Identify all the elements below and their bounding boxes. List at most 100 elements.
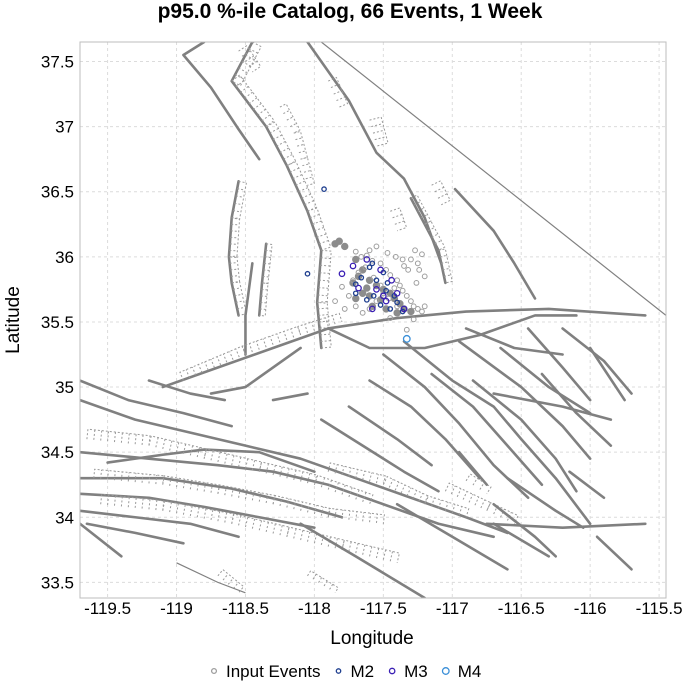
fault-trace xyxy=(176,562,246,594)
fault-surface-rung xyxy=(369,472,373,482)
fault-surface-rung xyxy=(245,54,255,61)
fault-surface-rung xyxy=(295,180,306,186)
fault-surface-rung xyxy=(230,236,239,239)
fault-surface-rung xyxy=(279,466,283,477)
fault-trace xyxy=(453,187,537,300)
fault-surface-rung xyxy=(191,366,197,376)
fault-trace xyxy=(320,42,666,316)
event-marker xyxy=(373,298,380,305)
fault-surface xyxy=(228,217,241,258)
event-marker xyxy=(414,306,421,312)
fault-surface-rung xyxy=(261,288,268,291)
event-marker xyxy=(355,284,362,292)
fault-surface-rung xyxy=(260,295,267,297)
x-tick-label: -117 xyxy=(436,599,469,618)
fault-surface-rung xyxy=(279,525,283,536)
fault-trace xyxy=(485,522,647,529)
fault-surface-rung xyxy=(264,256,271,258)
fault-surface-rung xyxy=(462,491,468,500)
fault-surface-rung xyxy=(431,497,435,507)
event-marker xyxy=(412,247,418,254)
legend-marker xyxy=(441,667,450,675)
legend-marker xyxy=(210,667,218,675)
fault-trace xyxy=(568,470,606,500)
fault-surface-rung xyxy=(248,60,258,68)
fault-trace xyxy=(80,379,233,428)
event-marker xyxy=(321,186,327,192)
fault-surface-rung xyxy=(331,315,336,325)
event-cluster-dot xyxy=(363,284,371,292)
chart-title: p95.0 %-ile Catalog, 66 Events, 1 Week xyxy=(158,0,543,23)
fault-surface-rung xyxy=(348,467,352,477)
fault-surface-rung xyxy=(374,136,387,141)
fault-surface-rung xyxy=(316,233,327,238)
fault-surface-rung xyxy=(341,466,345,476)
event-marker xyxy=(366,306,373,312)
fault-trace xyxy=(147,379,227,402)
fault-surface-rung xyxy=(333,90,343,95)
fault-surface-rung xyxy=(261,114,271,122)
event-marker xyxy=(393,289,401,297)
fault-surface xyxy=(327,76,349,108)
fault-surface-rung xyxy=(375,548,380,559)
fault-surface-rung xyxy=(355,511,358,521)
fault-surface-rung xyxy=(127,497,130,508)
fault-surface-rung xyxy=(127,472,130,482)
fault-surface-rung xyxy=(295,137,303,141)
fault-surface xyxy=(93,468,165,485)
event-marker xyxy=(387,306,394,312)
event-marker xyxy=(350,277,356,284)
fault-surface-rung xyxy=(276,141,286,147)
fault-surface-rung xyxy=(230,230,239,232)
fault-surface-rung xyxy=(251,518,256,529)
fault-surface-rung xyxy=(244,458,249,469)
fault-surface-rung xyxy=(134,434,137,445)
event-marker xyxy=(369,260,376,267)
fault-surface-rung xyxy=(348,510,351,520)
fault-surface-rung xyxy=(241,50,251,57)
fault-surface-rung xyxy=(224,486,227,496)
fault-surface-rung xyxy=(231,487,234,497)
plot-background xyxy=(80,42,666,598)
fault-surface-rung xyxy=(341,484,346,495)
y-axis-ticks: 33.5 34 34.5 35 35.5 36 36.5 37 37.5 xyxy=(41,53,74,593)
event-marker xyxy=(352,248,359,255)
fault-surface-rung xyxy=(134,473,137,483)
fault-surface-rung xyxy=(176,503,179,514)
fault-trace xyxy=(457,340,592,460)
fault-surface-rung xyxy=(241,61,252,67)
fault-surface-rung xyxy=(198,364,203,373)
fault-surface-rung xyxy=(113,432,117,443)
event-marker xyxy=(355,269,362,276)
fault-surface-rung xyxy=(263,269,270,271)
fault-trace xyxy=(80,476,344,519)
event-marker xyxy=(419,251,425,258)
fault-trace xyxy=(319,418,440,493)
fault-surface xyxy=(231,513,290,537)
fault-surface-rung xyxy=(255,340,260,350)
fault-surface-rung xyxy=(369,513,372,523)
fault-surface-rung xyxy=(229,243,238,245)
fault-surface-rung xyxy=(434,240,442,245)
fault-surface-rung xyxy=(185,369,191,379)
event-marker xyxy=(352,290,359,297)
fault-surface-rung xyxy=(239,86,249,93)
event-marker xyxy=(379,292,387,300)
fault-surface-rung xyxy=(217,511,221,522)
fault-surface xyxy=(486,501,519,524)
x-axis-label: Longitude xyxy=(330,628,413,649)
fault-trace xyxy=(106,448,316,473)
event-marker xyxy=(338,270,346,278)
event-marker xyxy=(370,293,377,299)
fault-surface-rung xyxy=(400,484,406,494)
fault-surface-rung xyxy=(210,509,214,520)
fault-surface-rung xyxy=(375,513,378,524)
fault-surface xyxy=(238,44,262,73)
fault-trace xyxy=(80,492,316,529)
fault-trace xyxy=(471,379,578,493)
event-cluster-dot xyxy=(341,242,349,251)
fault-surface-rung xyxy=(318,577,323,583)
fault-surface xyxy=(231,180,248,220)
fault-surface-rung xyxy=(301,193,311,199)
